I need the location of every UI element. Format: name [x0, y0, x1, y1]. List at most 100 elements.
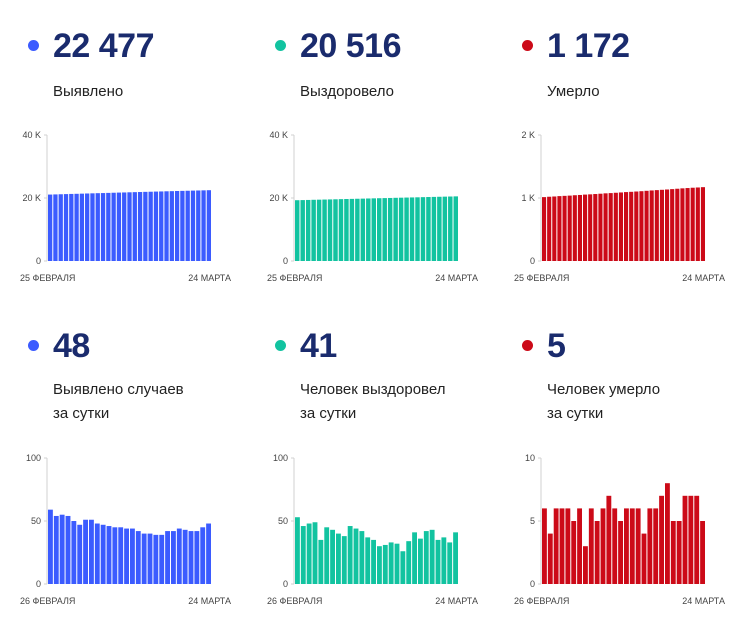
bar: [176, 528, 182, 584]
bar: [127, 192, 132, 261]
bar: [311, 199, 316, 261]
y-tick-label: 100: [273, 453, 288, 463]
y-tick-label: 1 K: [521, 193, 535, 203]
bar: [118, 527, 124, 584]
bar: [700, 187, 705, 261]
x-start-label: 25 ФЕВРАЛЯ: [267, 273, 322, 283]
bar: [567, 195, 572, 261]
recovered-daily-label-line-2: за сутки: [300, 405, 357, 422]
bar: [185, 190, 190, 261]
bar: [406, 541, 412, 584]
bar: [670, 189, 675, 261]
bar: [116, 192, 122, 261]
deaths-daily-label-line-2: за сутки: [547, 405, 604, 422]
bar: [365, 537, 371, 584]
deaths-daily-value: 5: [547, 327, 566, 365]
bar: [327, 199, 333, 261]
y-tick-label: 0: [36, 256, 41, 266]
bar: [588, 508, 594, 584]
bar: [388, 542, 394, 584]
bar: [594, 521, 600, 584]
bar: [366, 198, 371, 261]
bar: [159, 191, 164, 261]
bar: [557, 196, 562, 261]
bar: [130, 528, 135, 584]
bar: [653, 508, 659, 584]
bar: [100, 193, 106, 261]
bar: [59, 514, 65, 584]
bar: [341, 536, 347, 584]
bar: [400, 551, 406, 584]
recovered-total-label: Выздоровело: [300, 80, 394, 104]
bar: [169, 191, 174, 261]
bar: [635, 508, 641, 584]
detected-total-label: Выявлено: [53, 80, 123, 104]
deaths-total-label: Умерло: [547, 80, 600, 104]
bar: [665, 483, 670, 584]
bar: [670, 521, 676, 584]
bar: [398, 197, 404, 261]
bar: [547, 196, 552, 261]
bar: [83, 519, 88, 584]
bar: [613, 192, 618, 261]
bar: [453, 532, 458, 584]
bar: [382, 198, 387, 261]
bar: [654, 190, 659, 261]
bar: [641, 533, 647, 584]
bar: [441, 537, 447, 584]
x-start-label: 26 ФЕВРАЛЯ: [20, 596, 75, 606]
bar: [685, 188, 690, 261]
y-tick-label: 0: [283, 256, 288, 266]
bar: [680, 188, 685, 261]
bar: [371, 539, 376, 584]
bar: [201, 190, 206, 261]
bar: [676, 521, 682, 584]
bar: [603, 193, 608, 261]
bar: [153, 191, 159, 261]
x-end-label: 24 МАРТА: [682, 273, 725, 283]
bar: [85, 193, 90, 261]
bar: [572, 195, 577, 261]
detected-total-dot-icon: [28, 40, 39, 51]
detected-daily-label-line-1: Выявлено случаев: [53, 381, 184, 398]
bar: [448, 196, 453, 261]
y-tick-label: 5: [530, 516, 535, 526]
bar: [665, 189, 670, 261]
bar: [148, 191, 153, 261]
x-start-label: 26 ФЕВРАЛЯ: [514, 596, 569, 606]
bar: [206, 523, 211, 584]
bar: [63, 194, 69, 261]
bar: [624, 508, 629, 584]
bar: [412, 532, 417, 584]
bar: [571, 521, 577, 584]
bar: [612, 508, 618, 584]
bar: [659, 495, 664, 584]
bar: [688, 495, 694, 584]
recovered-daily-dot-icon: [275, 340, 286, 351]
y-tick-label: 20 K: [269, 193, 288, 203]
bar: [89, 519, 94, 584]
detected-daily-chart: 100 50 0 26 ФЕВРАЛЯ 24 МАРТА: [20, 453, 231, 606]
bar: [420, 197, 426, 261]
bar: [675, 188, 680, 261]
y-tick-label: 40 K: [269, 130, 288, 140]
bar: [618, 521, 623, 584]
bar: [333, 199, 338, 261]
bar: [336, 533, 341, 584]
bar: [393, 197, 398, 261]
bar: [137, 192, 143, 261]
bar: [577, 194, 582, 261]
detected-total-label-line-1: Выявлено: [53, 83, 124, 100]
bar: [404, 197, 409, 261]
bar: [111, 192, 116, 261]
x-end-label: 24 МАРТА: [188, 273, 231, 283]
bar: [577, 508, 582, 584]
detected-daily-label-line-2: за сутки: [53, 405, 110, 422]
bar: [360, 198, 366, 261]
bar: [442, 196, 448, 261]
bar: [542, 508, 547, 584]
bar: [647, 508, 653, 584]
bar: [423, 531, 429, 584]
recovered-total-value: 20 516: [300, 27, 402, 65]
bar: [553, 508, 559, 584]
